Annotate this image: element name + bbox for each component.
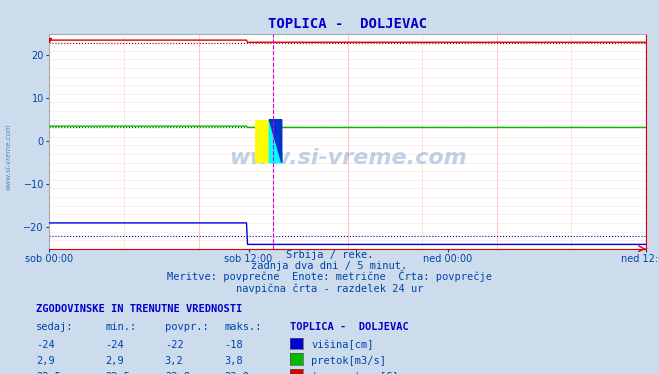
Text: www.si-vreme.com: www.si-vreme.com <box>229 148 467 168</box>
Text: povpr.:: povpr.: <box>165 322 208 332</box>
Text: 2,9: 2,9 <box>36 356 55 366</box>
Text: 3,2: 3,2 <box>165 356 183 366</box>
Text: 22,5: 22,5 <box>105 372 130 374</box>
Text: 2,9: 2,9 <box>105 356 124 366</box>
Text: -18: -18 <box>224 340 243 350</box>
Text: maks.:: maks.: <box>224 322 262 332</box>
Text: -24: -24 <box>105 340 124 350</box>
Text: temperatura[C]: temperatura[C] <box>311 372 399 374</box>
Polygon shape <box>270 120 282 163</box>
Text: 22,8: 22,8 <box>165 372 190 374</box>
Text: 22,5: 22,5 <box>36 372 61 374</box>
Text: 23,0: 23,0 <box>224 372 249 374</box>
Text: -22: -22 <box>165 340 183 350</box>
Text: Srbija / reke.: Srbija / reke. <box>286 250 373 260</box>
Polygon shape <box>270 120 282 163</box>
Text: TOPLICA -  DOLJEVAC: TOPLICA - DOLJEVAC <box>290 322 409 332</box>
Text: navpična črta - razdelek 24 ur: navpična črta - razdelek 24 ur <box>236 283 423 294</box>
Text: www.si-vreme.com: www.si-vreme.com <box>5 124 12 190</box>
Text: sedaj:: sedaj: <box>36 322 74 332</box>
Text: -24: -24 <box>36 340 55 350</box>
Text: min.:: min.: <box>105 322 136 332</box>
Text: zadnja dva dni / 5 minut.: zadnja dva dni / 5 minut. <box>251 261 408 271</box>
Text: ZGODOVINSKE IN TRENUTNE VREDNOSTI: ZGODOVINSKE IN TRENUTNE VREDNOSTI <box>36 304 243 314</box>
Text: 3,8: 3,8 <box>224 356 243 366</box>
Text: Meritve: povprečne  Enote: metrične  Črta: povprečje: Meritve: povprečne Enote: metrične Črta:… <box>167 270 492 282</box>
Bar <box>255 120 270 163</box>
Title: TOPLICA -  DOLJEVAC: TOPLICA - DOLJEVAC <box>268 17 427 31</box>
Text: višina[cm]: višina[cm] <box>311 340 374 350</box>
Text: pretok[m3/s]: pretok[m3/s] <box>311 356 386 366</box>
